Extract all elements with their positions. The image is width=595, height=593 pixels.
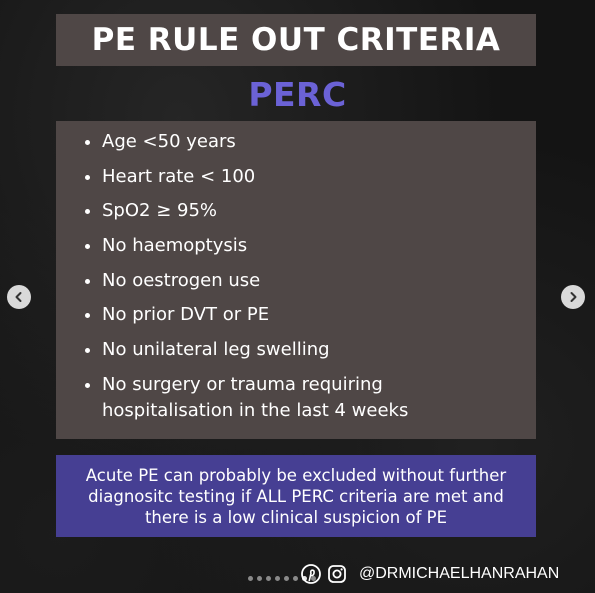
carousel-dot[interactable] [284,576,289,581]
subtitle: PERC [248,75,347,114]
carousel-dot[interactable] [266,576,271,581]
instagram-icon [328,565,346,583]
list-item: No haemoptysis [85,233,516,259]
pinterest-icon [301,564,321,584]
carousel-next-button[interactable] [561,285,585,309]
carousel-dot-active[interactable] [302,576,307,581]
carousel-dot[interactable] [311,576,316,581]
criteria-panel: Age <50 years Heart rate < 100 SpO2 ≥ 95… [56,121,536,439]
author-handle: @DRMICHAELHANRAHAN [359,565,560,582]
list-item: No prior DVT or PE [85,302,516,328]
carousel-dot[interactable] [293,576,298,581]
note-text: Acute PE can probably be excluded withou… [85,465,507,527]
chevron-left-icon [15,292,22,302]
list-item: No surgery or trauma requiring hospitali… [85,372,516,424]
carousel-prev-button[interactable] [7,285,31,309]
list-item: No unilateral leg swelling [85,337,516,363]
carousel-dots [248,576,316,581]
page-title: PE RULE OUT CRITERIA [91,22,501,58]
chevron-right-icon [570,292,577,302]
note-panel: Acute PE can probably be excluded withou… [56,455,536,537]
list-item: No oestrogen use [85,268,516,294]
carousel-dot[interactable] [248,576,253,581]
list-item: SpO2 ≥ 95% [85,198,516,224]
social-footer: @DRMICHAELHANRAHAN [301,564,559,584]
title-banner: PE RULE OUT CRITERIA [56,14,536,66]
list-item: Age <50 years [85,129,516,155]
carousel-dot[interactable] [275,576,280,581]
criteria-list: Age <50 years Heart rate < 100 SpO2 ≥ 95… [85,129,516,424]
list-item: Heart rate < 100 [85,164,516,190]
carousel-dot[interactable] [257,576,262,581]
